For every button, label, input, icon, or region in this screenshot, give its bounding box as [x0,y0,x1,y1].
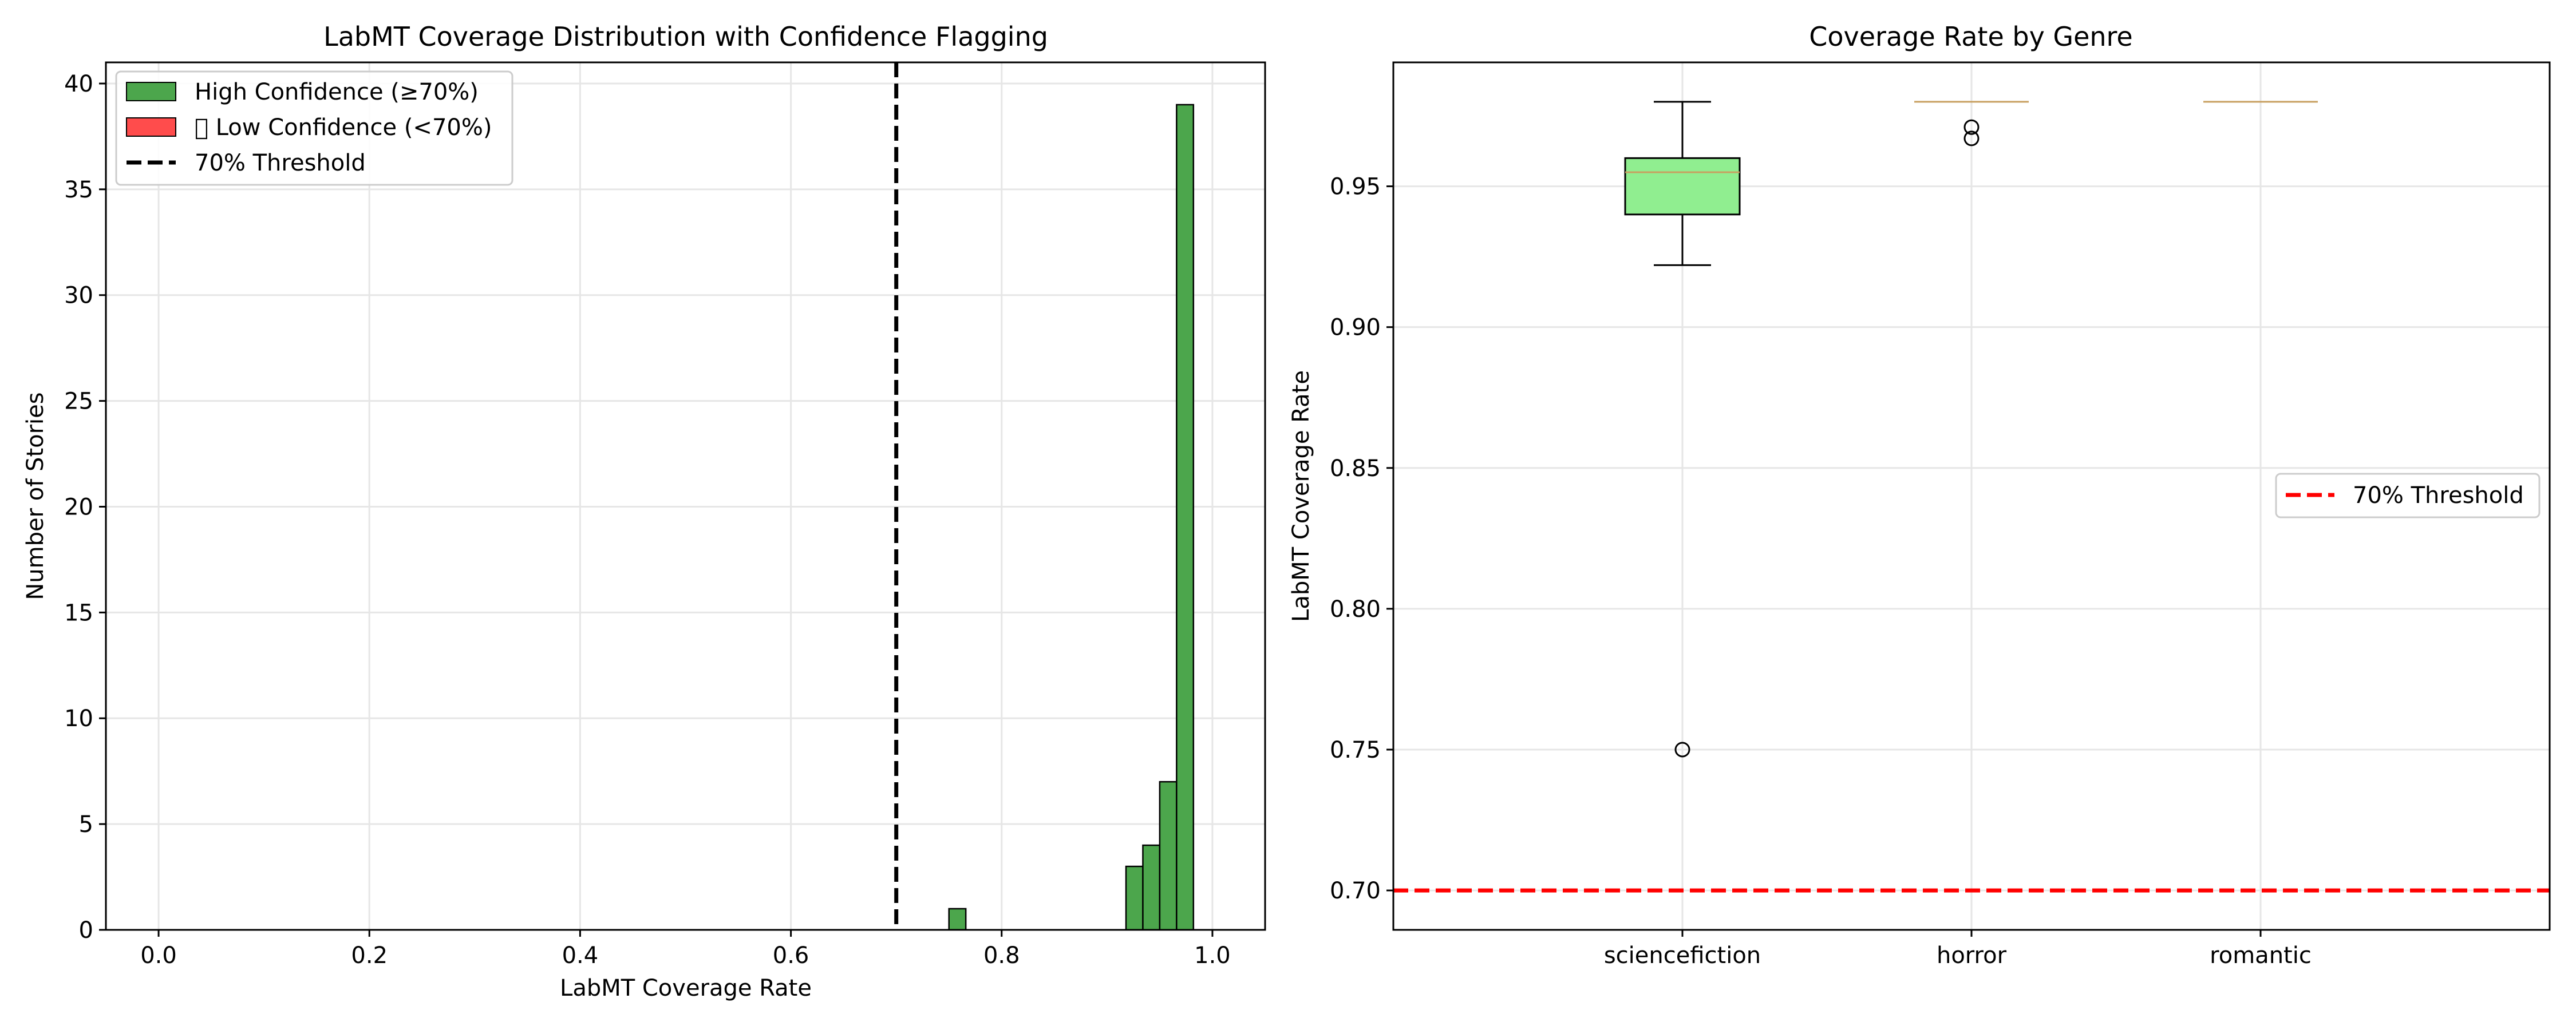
boxplot-x-tick-label: horror [1937,942,2007,969]
legend-low-swatch [126,117,176,137]
boxplot-y-ticks: 0.70 0.75 0.80 0.85 0.90 0.95 [1330,174,1393,904]
boxplot-sciencefiction [1624,101,1741,758]
histogram-y-tick-label: 5 [79,811,93,838]
histogram-legend: High Confidence (≥70%)   Low Confidence … [115,70,513,186]
histogram-x-ticks: 0.0 0.2 0.4 0.6 0.8 1.0 [140,930,1231,969]
histogram-y-tick-label: 15 [64,600,93,626]
histogram-y-tick-label: 35 [64,177,93,203]
histogram-y-ticks: 0 5 10 15 20 25 30 35 40 [64,71,106,944]
histogram-y-tick-label: 20 [64,494,93,520]
boxplot-legend: 70% Threshold [2275,473,2541,518]
boxplot-legend-box [2275,473,2541,518]
boxplot-horror [1914,101,2029,146]
histogram-y-tick-label: 10 [64,706,93,732]
boxplot-x-ticks: sciencefiction horror romantic [1604,930,2312,969]
boxplot-x-tick-label: sciencefiction [1604,942,1761,969]
boxplot-y-tick-label: 0.70 [1330,878,1381,904]
histogram-bar [1159,781,1178,931]
histogram-bar [1176,104,1195,931]
boxplot-y-tick-label: 0.95 [1330,174,1381,200]
boxplot-panel: Coverage Rate by Genre sciencefiction hor… [1288,21,2551,969]
histogram-y-tick-label: 40 [64,71,93,97]
histogram-grid [106,62,1265,931]
legend-red-threshold-label: 70% Threshold [2353,482,2524,509]
legend-high-label: High Confidence (≥70%) [195,79,479,105]
boxplot-outlier [1963,130,1980,146]
histogram-x-tick-label: 0.4 [562,942,599,969]
histogram-x-tick-label: 0.2 [351,942,388,969]
boxplot-outlier [1963,119,1980,135]
boxplot-y-tick-label: 0.75 [1330,737,1381,763]
histogram-y-tick-label: 25 [64,389,93,415]
histogram-x-tick-label: 0.6 [773,942,809,969]
boxplot-y-tick-label: 0.80 [1330,596,1381,623]
boxplot-outlier [1674,742,1690,758]
histogram-y-axis-label: Number of Stories [22,392,49,600]
histogram-bar [1142,844,1161,931]
histogram-bar [948,908,967,931]
boxplot-y-axis-label: LabMT Coverage Rate [1288,370,1314,622]
legend-threshold-label: 70% Threshold [195,150,366,176]
boxplot-box [1624,157,1741,216]
boxplot-title: Coverage Rate by Genre [1809,21,2132,52]
histogram-plot-frame [105,61,1266,931]
histogram-bars [948,104,1195,931]
histogram-title: LabMT Coverage Distribution with Confide… [323,21,1048,52]
histogram-y-tick-label: 30 [64,283,93,309]
histogram-x-tick-label: 1.0 [1194,942,1231,969]
histogram-legend-box [115,70,513,186]
legend-low-label:   Low Confidence (<70%) [195,114,492,141]
histogram-x-tick-label: 0.0 [140,942,177,969]
boxplot-x-tick-label: romantic [2210,942,2312,969]
legend-high-swatch [126,82,176,101]
boxplot-y-tick-label: 0.85 [1330,455,1381,482]
histogram-panel: LabMT Coverage Distribution with Confide… [22,21,1266,1001]
histogram-y-tick-label: 0 [79,917,93,944]
boxplot-boxes [1624,101,2318,758]
histogram-x-axis-label: LabMT Coverage Rate [560,975,812,1001]
histogram-x-tick-label: 0.8 [983,942,1020,969]
boxplot-y-tick-label: 0.90 [1330,315,1381,341]
histogram-bar [1125,865,1144,931]
